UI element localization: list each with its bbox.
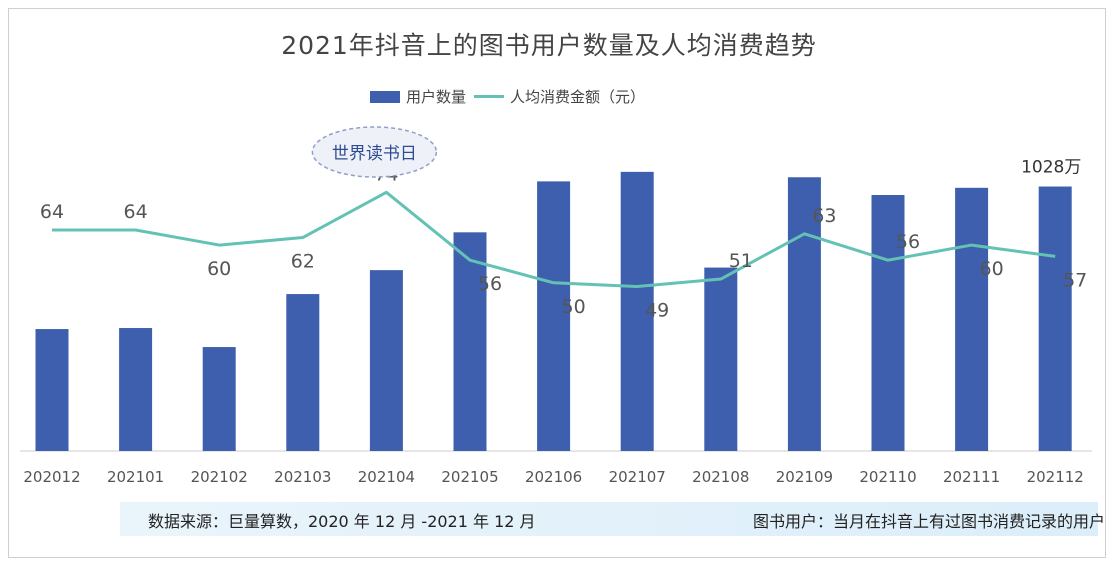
avg-spend-line xyxy=(52,190,1056,289)
line-value-label-202108: 51 xyxy=(729,250,753,272)
line-value-label-202112: 57 xyxy=(1063,269,1087,291)
line-value-label-202111: 60 xyxy=(980,258,1004,280)
world-book-day-callout xyxy=(311,126,438,178)
line-value-label-202102: 60 xyxy=(207,258,231,280)
legend-line-swatch xyxy=(474,95,505,98)
chart-title: 2021年抖音上的图书用户数量及人均消费趋势 xyxy=(281,31,817,60)
bar-202012 xyxy=(35,329,69,451)
x-tick-label: 202111 xyxy=(943,468,1000,486)
bar-202107 xyxy=(620,171,654,452)
x-tick-label: 202102 xyxy=(191,468,248,486)
chart-legend: 用户数量 人均消费金额（元） xyxy=(370,86,645,107)
x-tick-label: 202108 xyxy=(692,468,749,486)
x-tick-label: 202110 xyxy=(859,468,916,486)
x-tick-label: 202105 xyxy=(441,468,498,486)
bar-202111 xyxy=(955,187,989,451)
x-tick-label: 202103 xyxy=(274,468,331,486)
footer-definition: 图书用户：当月在抖音上有过图书消费记录的用户 xyxy=(752,512,1105,531)
x-tick-label: 202101 xyxy=(107,468,164,486)
line-value-label-202109: 63 xyxy=(812,205,836,227)
line-value-label-202101: 64 xyxy=(124,201,148,223)
line-value-label-202106: 50 xyxy=(562,296,586,318)
x-tick-label: 202107 xyxy=(609,468,666,486)
footer-source: 数据来源：巨量算数，2020 年 12 月 -2021 年 12 月 xyxy=(148,512,536,531)
world-book-day-label: 世界读书日 xyxy=(332,144,417,164)
bar-202104 xyxy=(369,270,403,451)
x-tick-label: 202106 xyxy=(525,468,582,486)
x-tick-label: 202012 xyxy=(23,468,80,486)
x-tick-label: 202109 xyxy=(776,468,833,486)
footer-band xyxy=(120,502,1098,536)
bar-202110 xyxy=(871,195,905,451)
bar-202109 xyxy=(787,177,821,451)
bar-202105 xyxy=(453,232,487,451)
x-tick-label: 202104 xyxy=(358,468,415,486)
line-value-label-202107: 49 xyxy=(645,300,669,322)
bar-202101 xyxy=(119,328,153,451)
legend-bar-label: 用户数量 xyxy=(406,88,467,106)
line-value-label-202103: 62 xyxy=(291,251,315,273)
bar-value-label-202112: 1028万 xyxy=(1021,158,1081,178)
bar-202103 xyxy=(286,294,320,451)
x-tick-label: 202112 xyxy=(1027,468,1084,486)
line-value-label-202012: 64 xyxy=(40,201,64,223)
bar-202112 xyxy=(1038,186,1072,452)
bar-202108 xyxy=(704,267,738,451)
bar-202106 xyxy=(537,181,571,452)
bar-202102 xyxy=(202,347,236,451)
legend-bar-swatch xyxy=(370,90,400,103)
line-value-label-202110: 56 xyxy=(896,231,920,253)
line-value-label-202105: 56 xyxy=(478,273,502,295)
legend-line-label: 人均消费金额（元） xyxy=(510,88,646,106)
